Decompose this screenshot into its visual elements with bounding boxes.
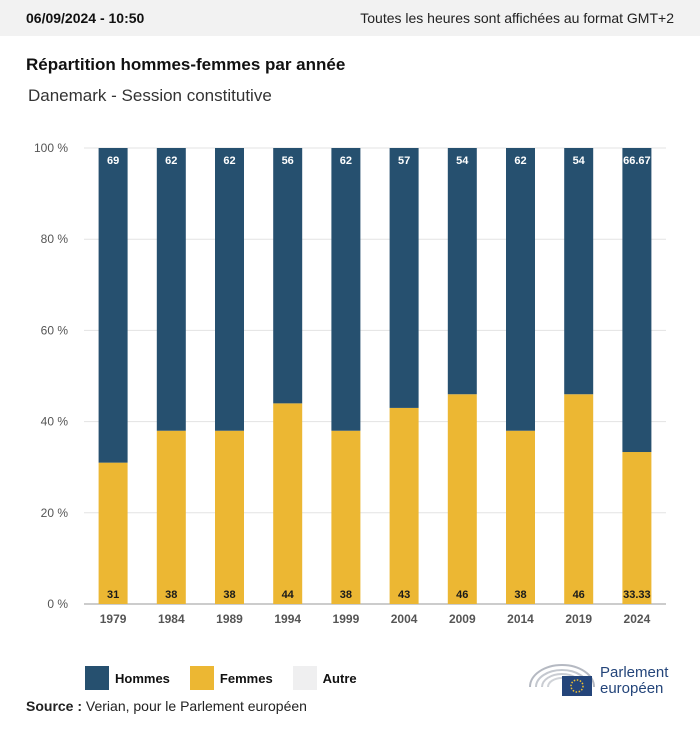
bar-hommes: [215, 148, 244, 431]
datetime: 06/09/2024 - 10:50: [26, 10, 145, 26]
bar-femmes: [331, 430, 361, 604]
legend-label-hommes: Hommes: [115, 670, 170, 686]
x-tick-label: 1984: [158, 612, 185, 626]
data-label-femmes: 38: [223, 589, 235, 601]
bar-hommes: [331, 148, 361, 431]
y-tick-label: 60 %: [41, 323, 69, 337]
data-label-hommes: 66.67: [623, 155, 651, 167]
european-parliament-logo: Parlement européen: [528, 659, 678, 699]
data-label-hommes: 54: [456, 155, 469, 167]
legend-item-autre[interactable]: Autre: [292, 666, 357, 690]
bar-femmes: [273, 403, 303, 604]
source-label: Source :: [26, 698, 83, 714]
x-tick-label: 1979: [100, 612, 127, 626]
x-tick-label: 1994: [274, 612, 301, 626]
logo-line-2: européen: [600, 680, 664, 697]
bar-femmes: [447, 394, 477, 604]
data-label-hommes: 56: [282, 155, 294, 167]
x-tick-label: 1999: [333, 612, 360, 626]
data-label-femmes: 44: [282, 589, 295, 601]
chart-title: Répartition hommes-femmes par année: [26, 55, 346, 74]
data-label-femmes: 33.33: [623, 589, 651, 601]
legend-swatch-hommes: [85, 666, 109, 690]
bar-femmes: [389, 407, 419, 604]
data-label-hommes: 62: [514, 155, 526, 167]
bar-hommes: [622, 148, 652, 453]
bar-femmes: [215, 430, 244, 604]
bar-hommes: [564, 148, 594, 395]
x-tick-label: 2024: [624, 612, 651, 626]
bar-femmes: [506, 430, 535, 604]
bar-hommes: [506, 148, 535, 431]
data-label-hommes: 54: [573, 155, 586, 167]
logo-text: Parlement européen: [600, 665, 668, 697]
data-label-hommes: 57: [398, 155, 410, 167]
bar-femmes: [564, 394, 594, 604]
top-bar: 06/09/2024 - 10:50 Toutes les heures son…: [0, 0, 700, 36]
data-label-femmes: 38: [514, 589, 526, 601]
bar-hommes: [389, 148, 419, 408]
data-label-hommes: 62: [340, 155, 352, 167]
x-tick-label: 2009: [449, 612, 476, 626]
legend-label-autre: Autre: [322, 670, 357, 686]
chart-subtitle: Danemark - Session constitutive: [28, 86, 272, 105]
y-tick-label: 40 %: [41, 415, 69, 429]
parliament-hemicycle-icon: [529, 664, 595, 696]
data-label-femmes: 38: [165, 589, 177, 601]
data-label-femmes: 38: [340, 589, 352, 601]
x-tick-label: 2019: [565, 612, 592, 626]
y-tick-label: 100 %: [34, 141, 68, 155]
source-text: Verian, pour le Parlement européen: [85, 698, 307, 714]
bar-hommes: [98, 148, 128, 463]
timezone-note: Toutes les heures sont affichées au form…: [360, 10, 674, 26]
bar-hommes: [156, 148, 186, 431]
legend-swatch-autre: [292, 666, 317, 690]
legend-item-hommes[interactable]: Hommes: [85, 666, 170, 690]
legend-item-femmes[interactable]: Femmes: [189, 666, 273, 690]
bar-hommes: [273, 148, 303, 404]
x-tick-label: 2004: [391, 612, 418, 626]
data-label-hommes: 69: [107, 155, 119, 167]
data-label-femmes: 43: [398, 589, 410, 601]
bar-femmes: [98, 462, 128, 604]
data-label-femmes: 46: [573, 589, 585, 601]
y-tick-label: 80 %: [41, 232, 69, 246]
bar-hommes: [447, 148, 477, 395]
legend-label-femmes: Femmes: [219, 670, 273, 686]
y-tick-label: 20 %: [41, 506, 69, 520]
source-line: Source : Verian, pour le Parlement europ…: [26, 698, 307, 714]
bar-femmes: [622, 452, 652, 604]
x-tick-label: 1989: [216, 612, 243, 626]
logo-line-1: Parlement: [600, 664, 669, 681]
legend: Hommes Femmes Autre: [85, 666, 377, 690]
x-tick-label: 2014: [507, 612, 534, 626]
data-label-femmes: 31: [107, 589, 119, 601]
legend-swatch-femmes: [189, 666, 214, 690]
bar-femmes: [156, 430, 186, 604]
data-label-femmes: 46: [456, 589, 468, 601]
y-tick-label: 0 %: [47, 597, 68, 611]
data-label-hommes: 62: [223, 155, 235, 167]
data-label-hommes: 62: [165, 155, 177, 167]
stacked-bar-chart: 0 % 20 % 40 % 60 % 80 % 100 % 69 31 1979 62 38 1984…: [34, 141, 666, 626]
